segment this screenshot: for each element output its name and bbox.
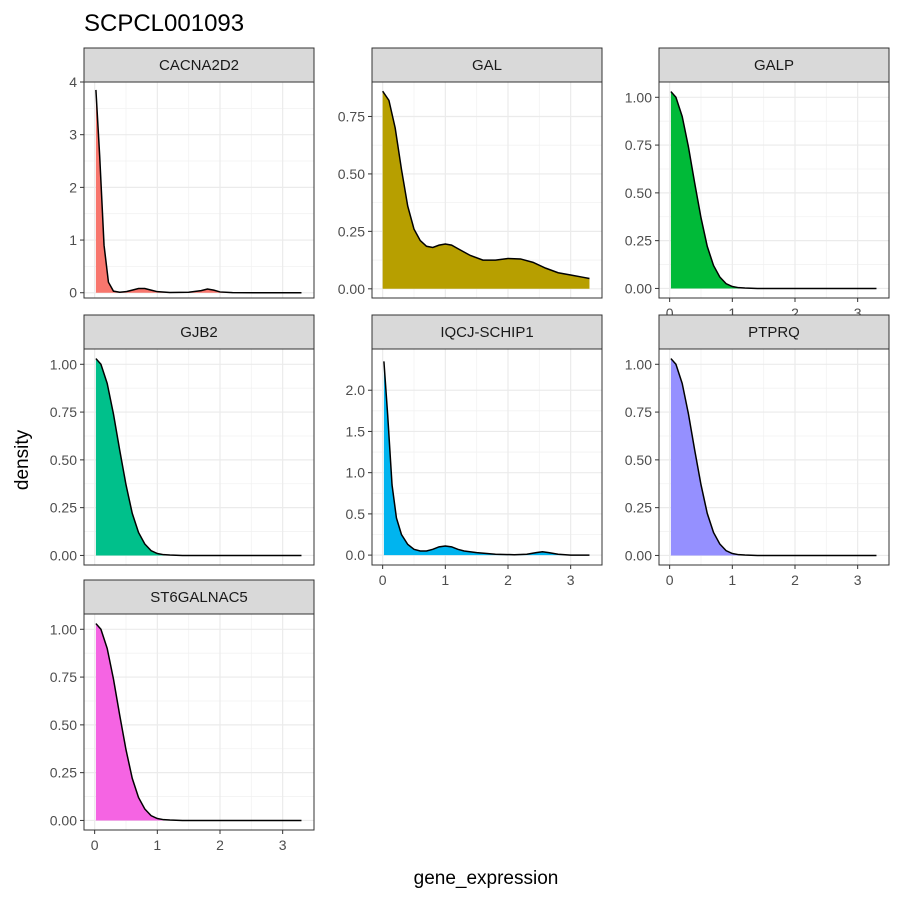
density-line-galp — [670, 91, 877, 290]
x-tick-label: 0 — [666, 572, 674, 588]
y-tick-label: 0.50 — [338, 166, 365, 182]
x-tick-label: 2 — [791, 572, 799, 588]
x-tick-label: 3 — [567, 572, 575, 588]
facet-strip-label: IQCJ-SCHIP1 — [440, 324, 533, 341]
y-axis-title: density — [12, 429, 33, 490]
x-tick-label: 2 — [504, 572, 512, 588]
y-tick-label: 0.5 — [346, 506, 366, 522]
y-tick-label: 0.50 — [50, 717, 77, 733]
facet-ptprq: PTPRQ 0.00 0.25 0.50 0.75 1.00 0 1 2 3 — [625, 314, 890, 588]
panel-border — [83, 81, 315, 299]
x-tick-label: 2 — [791, 305, 799, 321]
facet-strip — [83, 579, 315, 615]
x-tick-label: 3 — [279, 837, 287, 853]
y-tick-label: 0.25 — [50, 765, 77, 781]
x-tick-label: 1 — [728, 305, 736, 321]
y-tick-label: 0.0 — [346, 547, 366, 563]
y-tick-label: 2 — [69, 179, 77, 195]
facet-gal: GAL 0.00 0.25 0.50 0.75 — [338, 47, 603, 299]
density-line-ptprq — [670, 358, 877, 557]
y-tick-label: 0.25 — [50, 500, 77, 516]
facet-strip-label: ST6GALNAC5 — [150, 589, 248, 606]
panel-background — [372, 349, 602, 565]
density-line-gal — [382, 90, 590, 280]
y-tick-label: 0.00 — [50, 547, 77, 563]
x-tick-label: 2 — [216, 837, 224, 853]
y-tick-label: 0.75 — [50, 404, 77, 420]
facet-strip — [371, 314, 603, 350]
facet-strip — [83, 314, 315, 350]
y-tick-label: 1 — [69, 232, 77, 248]
x-tick-label: 0 — [379, 572, 387, 588]
facet-grid: CACNA2D201234GAL0.000.250.500.75GALP0.00… — [50, 47, 890, 853]
facet-strip-label: CACNA2D2 — [159, 57, 239, 74]
x-tick-label: 0 — [666, 305, 674, 321]
density-line-st6galnac5 — [95, 623, 302, 822]
y-tick-label: 4 — [69, 74, 77, 90]
y-tick-label: 3 — [69, 127, 77, 143]
y-tick-label: 1.00 — [625, 89, 652, 105]
panel-border — [658, 348, 890, 566]
x-tick-label: 3 — [854, 572, 862, 588]
panel-border — [371, 348, 603, 566]
facet-cacna2d2: CACNA2D2 0 1 2 3 4 — [69, 47, 315, 301]
density-area-gal — [382, 91, 590, 289]
facet-strip — [658, 314, 890, 350]
density-area-galp — [670, 91, 877, 289]
y-tick-label: 1.5 — [346, 423, 366, 439]
y-tick-label: 1.0 — [346, 465, 366, 481]
panel-border — [83, 613, 315, 831]
y-tick-label: 0.25 — [338, 223, 365, 239]
facet-strip-label: GAL — [472, 57, 502, 74]
x-tick-label: 1 — [441, 572, 449, 588]
y-tick-label: 0.00 — [625, 547, 652, 563]
facet-iqcj-schip1: IQCJ-SCHIP1 0.0 0.5 1.0 1.5 2.0 0 1 2 3 — [346, 314, 603, 588]
panel-border — [371, 81, 603, 299]
y-tick-label: 2.0 — [346, 382, 366, 398]
y-tick-label: 0.75 — [625, 404, 652, 420]
y-tick-label: 1.00 — [50, 356, 77, 372]
y-tick-label: 1.00 — [625, 356, 652, 372]
facet-strip-label: GJB2 — [180, 324, 218, 341]
y-tick-label: 0.00 — [338, 281, 365, 297]
x-tick-label: 1 — [728, 572, 736, 588]
y-tick-label: 0.25 — [625, 233, 652, 249]
y-tick-label: 0.50 — [625, 452, 652, 468]
facet-strip — [83, 47, 315, 83]
y-tick-label: 0 — [69, 285, 77, 301]
y-tick-label: 0.75 — [625, 137, 652, 153]
density-area-ptprq — [670, 358, 877, 556]
y-tick-label: 0.25 — [625, 500, 652, 516]
facet-strip — [371, 47, 603, 83]
plot-title: SCPCL001093 — [84, 10, 244, 37]
facet-strip-label: PTPRQ — [748, 324, 800, 341]
density-line-gjb2 — [95, 358, 302, 557]
y-tick-label: 0.00 — [50, 812, 77, 828]
facet-strip — [658, 47, 890, 83]
density-area-st6galnac5 — [95, 623, 302, 821]
x-tick-label: 0 — [91, 837, 99, 853]
facet-galp: GALP 0.00 0.25 0.50 0.75 1.00 0 1 2 3 — [625, 47, 890, 321]
density-line-iqcj-schip1 — [383, 361, 590, 556]
facet-st6galnac5: ST6GALNAC5 0.00 0.25 0.50 0.75 1.00 0 1 2 3 — [50, 579, 315, 853]
panel-background — [84, 82, 314, 298]
x-tick-label: 3 — [854, 305, 862, 321]
panel-border — [83, 348, 315, 566]
y-tick-label: 0.75 — [50, 669, 77, 685]
density-area-gjb2 — [95, 358, 302, 556]
x-axis-title: gene_expression — [414, 868, 559, 889]
panel-gridlines — [84, 81, 314, 298]
facet-gjb2: GJB2 0.00 0.25 0.50 0.75 1.00 — [50, 314, 315, 566]
y-tick-label: 0.50 — [50, 452, 77, 468]
y-tick-label: 0.00 — [625, 280, 652, 296]
panel-gridlines — [84, 614, 314, 830]
panel-border — [658, 81, 890, 299]
y-tick-label: 0.75 — [338, 108, 365, 124]
y-tick-label: 1.00 — [50, 621, 77, 637]
x-tick-label: 1 — [153, 837, 161, 853]
y-tick-label: 0.50 — [625, 185, 652, 201]
facet-strip-label: GALP — [754, 57, 794, 74]
density-line-cacna2d2 — [95, 89, 302, 294]
